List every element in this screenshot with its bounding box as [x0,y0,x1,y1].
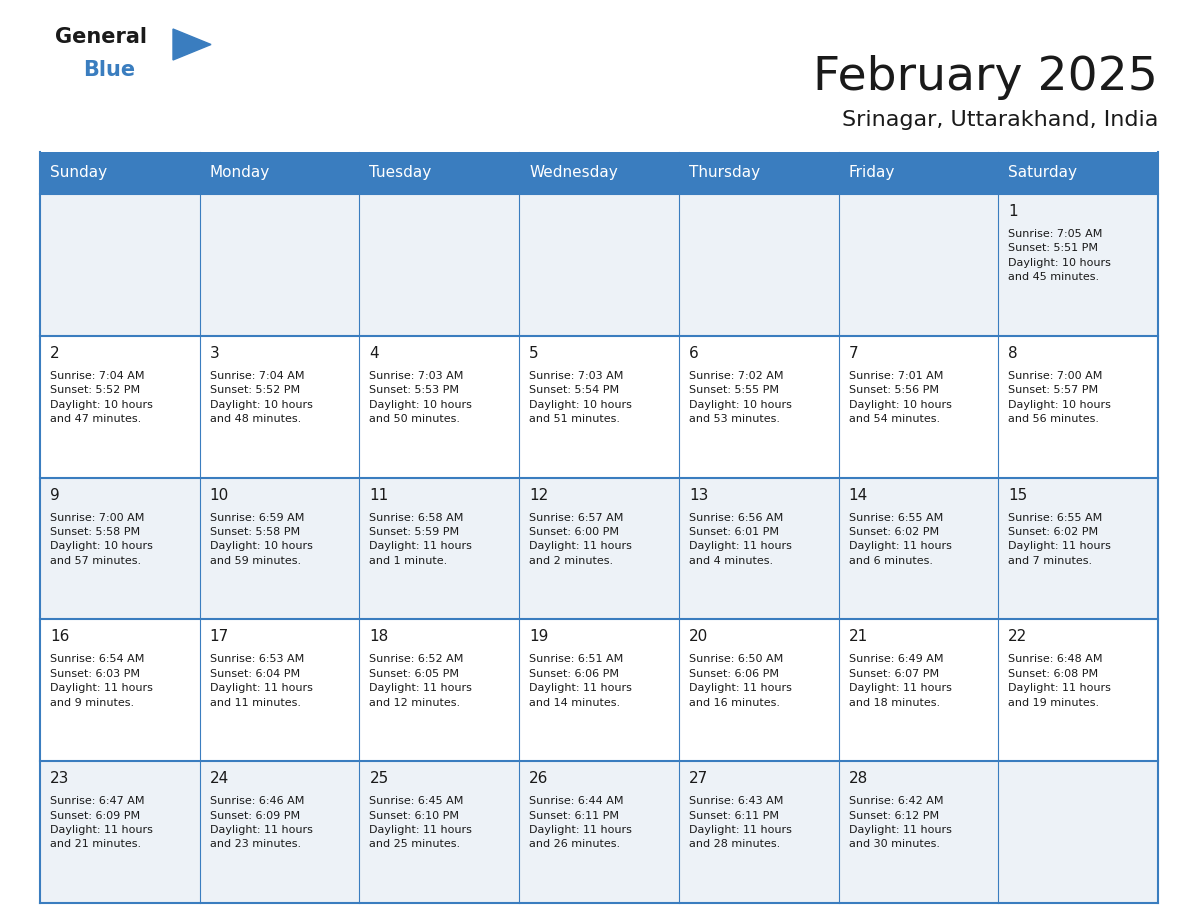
Text: 18: 18 [369,630,388,644]
Text: February 2025: February 2025 [813,55,1158,100]
Text: 21: 21 [848,630,867,644]
Text: Sunrise: 6:44 AM
Sunset: 6:11 PM
Daylight: 11 hours
and 26 minutes.: Sunrise: 6:44 AM Sunset: 6:11 PM Dayligh… [529,796,632,849]
Bar [40,152,1158,194]
Text: Wednesday: Wednesday [529,165,618,181]
Text: General: General [55,27,147,47]
Text: 8: 8 [1009,346,1018,361]
Polygon shape [173,29,211,60]
Text: 23: 23 [50,771,69,786]
Text: Sunrise: 6:53 AM
Sunset: 6:04 PM
Daylight: 11 hours
and 11 minutes.: Sunrise: 6:53 AM Sunset: 6:04 PM Dayligh… [210,655,312,708]
Text: 14: 14 [848,487,867,502]
Text: Sunrise: 6:58 AM
Sunset: 5:59 PM
Daylight: 11 hours
and 1 minute.: Sunrise: 6:58 AM Sunset: 5:59 PM Dayligh… [369,512,473,565]
Text: Sunrise: 6:42 AM
Sunset: 6:12 PM
Daylight: 11 hours
and 30 minutes.: Sunrise: 6:42 AM Sunset: 6:12 PM Dayligh… [848,796,952,849]
Text: 11: 11 [369,487,388,502]
Text: 12: 12 [529,487,549,502]
Text: 1: 1 [1009,204,1018,219]
Text: Sunrise: 6:48 AM
Sunset: 6:08 PM
Daylight: 11 hours
and 19 minutes.: Sunrise: 6:48 AM Sunset: 6:08 PM Dayligh… [1009,655,1111,708]
Text: Srinagar, Uttarakhand, India: Srinagar, Uttarakhand, India [841,110,1158,130]
Text: Sunrise: 6:54 AM
Sunset: 6:03 PM
Daylight: 11 hours
and 9 minutes.: Sunrise: 6:54 AM Sunset: 6:03 PM Dayligh… [50,655,153,708]
Text: 26: 26 [529,771,549,786]
Text: Sunrise: 6:47 AM
Sunset: 6:09 PM
Daylight: 11 hours
and 21 minutes.: Sunrise: 6:47 AM Sunset: 6:09 PM Dayligh… [50,796,153,849]
Text: 15: 15 [1009,487,1028,502]
Text: Sunrise: 6:43 AM
Sunset: 6:11 PM
Daylight: 11 hours
and 28 minutes.: Sunrise: 6:43 AM Sunset: 6:11 PM Dayligh… [689,796,791,849]
Text: Sunrise: 6:52 AM
Sunset: 6:05 PM
Daylight: 11 hours
and 12 minutes.: Sunrise: 6:52 AM Sunset: 6:05 PM Dayligh… [369,655,473,708]
Text: 10: 10 [210,487,229,502]
Text: 3: 3 [210,346,220,361]
Text: Sunrise: 7:00 AM
Sunset: 5:57 PM
Daylight: 10 hours
and 56 minutes.: Sunrise: 7:00 AM Sunset: 5:57 PM Dayligh… [1009,371,1111,424]
Text: 6: 6 [689,346,699,361]
Text: 7: 7 [848,346,858,361]
Text: 28: 28 [848,771,867,786]
Text: 22: 22 [1009,630,1028,644]
Text: 5: 5 [529,346,539,361]
Text: 13: 13 [689,487,708,502]
Text: 2: 2 [50,346,59,361]
Text: 24: 24 [210,771,229,786]
Text: 20: 20 [689,630,708,644]
Text: 27: 27 [689,771,708,786]
Text: Sunrise: 7:03 AM
Sunset: 5:53 PM
Daylight: 10 hours
and 50 minutes.: Sunrise: 7:03 AM Sunset: 5:53 PM Dayligh… [369,371,473,424]
Text: Sunrise: 7:00 AM
Sunset: 5:58 PM
Daylight: 10 hours
and 57 minutes.: Sunrise: 7:00 AM Sunset: 5:58 PM Dayligh… [50,512,153,565]
Text: Sunday: Sunday [50,165,107,181]
Bar [40,620,1158,761]
Text: Sunrise: 6:50 AM
Sunset: 6:06 PM
Daylight: 11 hours
and 16 minutes.: Sunrise: 6:50 AM Sunset: 6:06 PM Dayligh… [689,655,791,708]
Text: 4: 4 [369,346,379,361]
Text: Thursday: Thursday [689,165,760,181]
Text: Sunrise: 6:55 AM
Sunset: 6:02 PM
Daylight: 11 hours
and 7 minutes.: Sunrise: 6:55 AM Sunset: 6:02 PM Dayligh… [1009,512,1111,565]
Bar [40,194,1158,336]
Text: Sunrise: 6:56 AM
Sunset: 6:01 PM
Daylight: 11 hours
and 4 minutes.: Sunrise: 6:56 AM Sunset: 6:01 PM Dayligh… [689,512,791,565]
Text: Saturday: Saturday [1009,165,1078,181]
Text: Sunrise: 7:05 AM
Sunset: 5:51 PM
Daylight: 10 hours
and 45 minutes.: Sunrise: 7:05 AM Sunset: 5:51 PM Dayligh… [1009,229,1111,282]
Text: Monday: Monday [210,165,270,181]
Text: Sunrise: 6:46 AM
Sunset: 6:09 PM
Daylight: 11 hours
and 23 minutes.: Sunrise: 6:46 AM Sunset: 6:09 PM Dayligh… [210,796,312,849]
Text: Blue: Blue [83,60,135,80]
Text: Sunrise: 6:51 AM
Sunset: 6:06 PM
Daylight: 11 hours
and 14 minutes.: Sunrise: 6:51 AM Sunset: 6:06 PM Dayligh… [529,655,632,708]
Bar [40,336,1158,477]
Text: Sunrise: 7:04 AM
Sunset: 5:52 PM
Daylight: 10 hours
and 47 minutes.: Sunrise: 7:04 AM Sunset: 5:52 PM Dayligh… [50,371,153,424]
Text: 9: 9 [50,487,59,502]
Text: Sunrise: 7:01 AM
Sunset: 5:56 PM
Daylight: 10 hours
and 54 minutes.: Sunrise: 7:01 AM Sunset: 5:56 PM Dayligh… [848,371,952,424]
Text: Friday: Friday [848,165,895,181]
Text: Sunrise: 6:55 AM
Sunset: 6:02 PM
Daylight: 11 hours
and 6 minutes.: Sunrise: 6:55 AM Sunset: 6:02 PM Dayligh… [848,512,952,565]
Bar [40,761,1158,903]
Text: Tuesday: Tuesday [369,165,431,181]
Text: Sunrise: 6:57 AM
Sunset: 6:00 PM
Daylight: 11 hours
and 2 minutes.: Sunrise: 6:57 AM Sunset: 6:00 PM Dayligh… [529,512,632,565]
Text: Sunrise: 6:49 AM
Sunset: 6:07 PM
Daylight: 11 hours
and 18 minutes.: Sunrise: 6:49 AM Sunset: 6:07 PM Dayligh… [848,655,952,708]
Text: Sunrise: 7:03 AM
Sunset: 5:54 PM
Daylight: 10 hours
and 51 minutes.: Sunrise: 7:03 AM Sunset: 5:54 PM Dayligh… [529,371,632,424]
Text: Sunrise: 7:04 AM
Sunset: 5:52 PM
Daylight: 10 hours
and 48 minutes.: Sunrise: 7:04 AM Sunset: 5:52 PM Dayligh… [210,371,312,424]
Text: Sunrise: 6:59 AM
Sunset: 5:58 PM
Daylight: 10 hours
and 59 minutes.: Sunrise: 6:59 AM Sunset: 5:58 PM Dayligh… [210,512,312,565]
Text: 25: 25 [369,771,388,786]
Text: 17: 17 [210,630,229,644]
Text: 16: 16 [50,630,69,644]
Text: Sunrise: 7:02 AM
Sunset: 5:55 PM
Daylight: 10 hours
and 53 minutes.: Sunrise: 7:02 AM Sunset: 5:55 PM Dayligh… [689,371,791,424]
Bar [40,477,1158,620]
Text: 19: 19 [529,630,549,644]
Text: Sunrise: 6:45 AM
Sunset: 6:10 PM
Daylight: 11 hours
and 25 minutes.: Sunrise: 6:45 AM Sunset: 6:10 PM Dayligh… [369,796,473,849]
